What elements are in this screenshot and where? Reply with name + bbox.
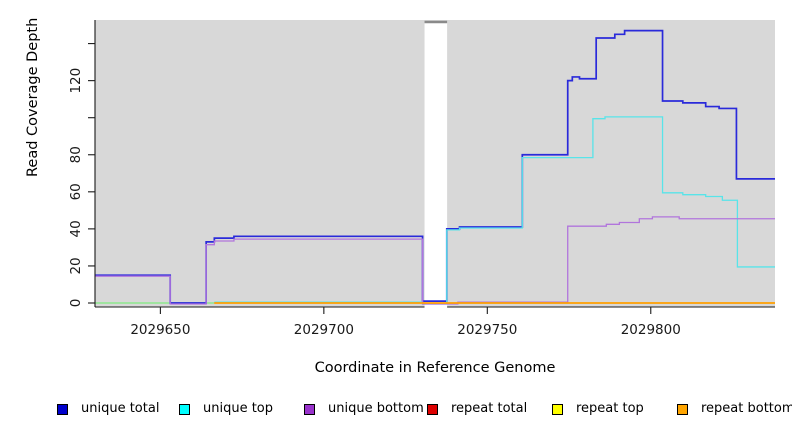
- gap-axis-cover: [424, 305, 448, 309]
- y-tick-label: 60: [68, 183, 84, 200]
- y-tick-label: 120: [68, 68, 84, 94]
- legend-item-unique-bottom: unique bottom: [304, 400, 424, 418]
- legend-item-unique-total: unique total: [57, 400, 159, 418]
- x-tick-label: 2029700: [294, 322, 354, 338]
- series-line-unique-bottom: [95, 216, 775, 305]
- legend-item-unique-top: unique top: [179, 400, 273, 418]
- legend-item-repeat-bottom: repeat bottom: [677, 400, 792, 418]
- x-tick-label: 2029650: [130, 322, 190, 338]
- legend-label: unique bottom: [328, 401, 424, 416]
- legend-item-repeat-total: repeat total: [427, 400, 527, 418]
- chart-legend: unique total unique top unique bottom re…: [0, 400, 792, 424]
- series-line-unique-total: [95, 29, 775, 304]
- series-line-unique-top: [214, 116, 775, 305]
- x-tick-label: 2029800: [621, 322, 681, 338]
- y-tick-label: 20: [68, 257, 84, 274]
- legend-label: unique top: [203, 401, 274, 416]
- legend-swatch-repeat-top: [552, 403, 563, 415]
- legend-swatch-repeat-bottom: [677, 403, 688, 415]
- legend-swatch-repeat-total: [427, 403, 438, 415]
- legend-item-repeat-top: repeat top: [552, 400, 644, 418]
- y-tick-label: 0: [68, 299, 84, 308]
- legend-swatch-unique-top: [179, 403, 190, 415]
- legend-label: repeat total: [451, 401, 528, 416]
- legend-swatch-unique-total: [57, 403, 68, 415]
- legend-label: repeat top: [576, 401, 644, 416]
- gap-region: [424, 23, 448, 307]
- legend-label: repeat bottom: [701, 401, 792, 416]
- x-tick-label: 2029750: [457, 322, 517, 338]
- coverage-chart-canvas: 0 20 40 60 80 120 2029650 2029700 2029750 2029800: [68, 20, 775, 338]
- legend-label: unique total: [81, 401, 160, 416]
- y-tick-label: 40: [68, 220, 84, 237]
- x-axis-label: Coordinate in Reference Genome: [314, 360, 556, 376]
- y-tick-label: 80: [68, 146, 84, 163]
- legend-swatch-unique-bottom: [304, 403, 315, 415]
